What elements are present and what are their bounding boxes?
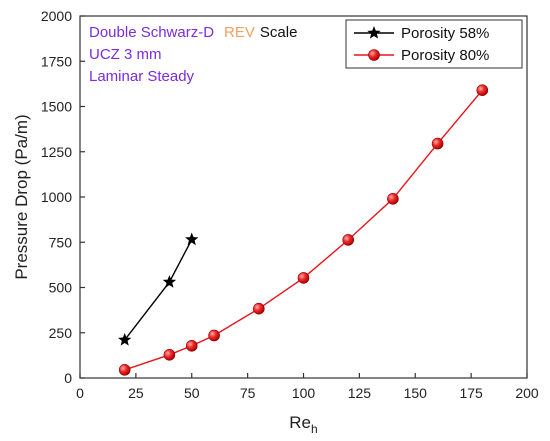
data-point <box>476 84 489 97</box>
series-layer <box>118 84 489 376</box>
y-tick-label: 1750 <box>41 53 72 69</box>
y-tick-label: 500 <box>49 280 73 296</box>
x-tick-label: 125 <box>348 385 372 401</box>
data-point <box>208 329 220 342</box>
series-line <box>124 89 483 371</box>
series-line <box>124 239 193 341</box>
axis-ticks: 0 25 50 75 100 125 150 175 200025050075010001250… <box>41 8 539 401</box>
y-tick-label: 0 <box>64 370 72 386</box>
x-tick-label: 50 <box>184 385 200 401</box>
annotation-scale: Scale <box>260 24 298 41</box>
data-point <box>431 137 444 150</box>
legend-entry: Porosity 80% <box>354 47 489 64</box>
data-point <box>118 364 131 376</box>
x-axis-title-subscript: h <box>311 422 318 436</box>
x-tick-label: 200 <box>515 385 539 401</box>
annotation-rev: REV <box>224 24 255 41</box>
legend-swatch-marker <box>368 49 380 61</box>
data-point <box>162 275 177 288</box>
x-tick-label: 150 <box>404 385 428 401</box>
legend-label: Porosity 80% <box>401 47 489 64</box>
y-tick-label: 750 <box>49 234 73 250</box>
data-point <box>185 232 199 246</box>
legend: Porosity 58% Porosity 80% <box>345 19 523 69</box>
y-tick-label: 1250 <box>41 144 72 160</box>
data-point <box>252 302 265 315</box>
y-tick-label: 1000 <box>41 189 72 205</box>
y-tick-label: 1500 <box>41 99 72 115</box>
annotation-regime: Laminar Steady <box>89 68 195 85</box>
legend-swatch-marker <box>367 26 381 39</box>
series-2 <box>118 84 489 376</box>
data-point <box>342 234 355 246</box>
data-point <box>297 272 310 284</box>
series-1 <box>118 232 199 346</box>
data-point <box>118 332 132 346</box>
x-tick-label: 75 <box>240 385 256 401</box>
x-axis-title: Reh <box>289 413 317 436</box>
legend-entry: Porosity 58% <box>354 25 489 42</box>
y-axis-title: Pressure Drop (Pa/m) <box>12 114 31 279</box>
x-tick-label: 25 <box>128 385 144 401</box>
x-tick-label: 100 <box>292 385 316 401</box>
x-axis-title-main: Re <box>289 413 311 432</box>
data-point <box>387 193 399 205</box>
x-tick-label: 175 <box>459 385 483 401</box>
x-tick-label: 0 <box>76 385 84 401</box>
y-tick-label: 250 <box>49 325 73 341</box>
legend-label: Porosity 58% <box>401 25 489 42</box>
annotation-structure: Double Schwarz-D <box>89 24 214 41</box>
data-point <box>185 339 198 352</box>
y-tick-label: 2000 <box>41 8 72 24</box>
data-point <box>163 349 176 361</box>
annotation-ucz: UCZ 3 mm <box>89 46 162 63</box>
